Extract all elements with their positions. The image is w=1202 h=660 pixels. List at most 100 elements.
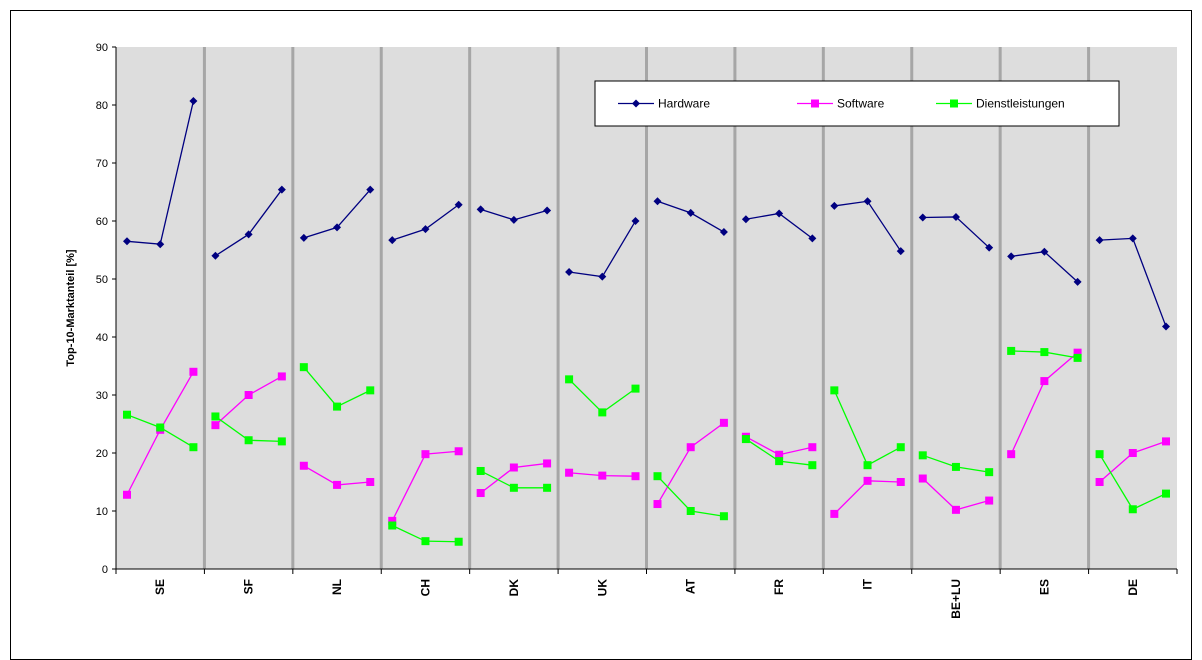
data-point	[719, 512, 728, 521]
data-point	[123, 410, 131, 419]
series-hardware	[123, 96, 1170, 331]
data-point	[476, 205, 485, 214]
data-point	[565, 468, 574, 477]
data-point	[918, 213, 927, 222]
data-point	[211, 421, 220, 430]
category-label: BE+LU	[949, 579, 963, 619]
data-point	[565, 375, 574, 384]
data-point	[565, 268, 574, 277]
legend-marker	[950, 99, 958, 108]
data-point	[631, 217, 640, 225]
data-point	[631, 384, 640, 393]
data-point	[543, 206, 552, 215]
data-point	[189, 443, 198, 452]
y-tick-label: 10	[96, 506, 108, 518]
data-point	[775, 457, 784, 466]
data-point	[1162, 489, 1170, 498]
y-tick-label: 0	[102, 564, 108, 576]
data-point	[1128, 449, 1137, 457]
y-tick-label: 40	[96, 332, 108, 344]
y-tick-label: 90	[96, 42, 108, 54]
data-point	[1040, 348, 1049, 357]
legend-label: Dienstleistungen	[976, 97, 1065, 111]
data-point	[156, 423, 165, 432]
series-dienstleistungen	[123, 346, 1170, 546]
legend-label: Software	[837, 97, 885, 111]
data-point	[509, 215, 518, 224]
category-label: IT	[861, 578, 875, 589]
data-point	[1128, 234, 1137, 243]
data-point	[985, 468, 994, 477]
category-label: UK	[595, 579, 609, 597]
data-point	[808, 443, 817, 452]
data-point	[1162, 437, 1170, 446]
data-point	[366, 478, 375, 486]
data-point	[918, 451, 927, 460]
data-point	[366, 185, 375, 194]
data-point	[509, 483, 518, 492]
data-point	[1095, 450, 1104, 459]
legend-label: Hardware	[658, 97, 710, 111]
data-point	[333, 223, 342, 232]
data-point	[863, 476, 872, 485]
y-tick-label: 20	[96, 448, 108, 460]
data-point	[863, 461, 872, 470]
data-point	[476, 489, 485, 498]
legend-box	[594, 80, 1120, 127]
category-label: AT	[684, 578, 698, 594]
data-point	[421, 537, 430, 546]
data-point	[421, 225, 430, 234]
y-tick-label: 60	[96, 216, 108, 228]
data-point	[896, 478, 905, 486]
data-point	[299, 233, 308, 242]
data-point	[951, 212, 960, 221]
data-point	[808, 461, 817, 470]
data-point	[244, 436, 253, 445]
data-point	[598, 408, 607, 417]
data-point	[454, 200, 463, 209]
data-point	[896, 443, 905, 452]
legend: Hardware Software Dienstleistungen	[594, 80, 1120, 127]
data-point	[388, 521, 397, 530]
category-label: DK	[507, 579, 521, 597]
data-point	[653, 472, 662, 481]
data-point	[985, 496, 994, 505]
data-point	[476, 466, 485, 475]
data-point	[299, 461, 308, 470]
category-label: SE	[153, 579, 167, 595]
data-point	[830, 201, 839, 210]
data-point	[1007, 346, 1016, 355]
data-point	[1073, 353, 1082, 362]
data-point	[598, 272, 607, 281]
category-label: ES	[1037, 579, 1051, 595]
data-point	[1073, 348, 1082, 357]
data-point	[1073, 277, 1082, 286]
axes: 0 10 20 30 40 50 60 70 80 90 SE SF NL CH DK UK AT FR IT BE+…	[96, 42, 1178, 619]
data-point	[277, 185, 286, 194]
data-point	[156, 240, 165, 249]
data-point	[1040, 247, 1049, 256]
data-point	[277, 437, 286, 446]
data-point	[985, 243, 994, 252]
data-point	[299, 363, 308, 372]
data-point	[830, 386, 839, 395]
y-tick-label: 30	[96, 390, 108, 402]
data-point	[333, 480, 342, 489]
data-point	[244, 230, 253, 239]
data-point	[421, 450, 430, 459]
category-label: FR	[772, 579, 786, 595]
data-point	[741, 435, 750, 444]
data-point	[211, 251, 220, 260]
data-point	[951, 462, 960, 471]
data-point	[454, 537, 463, 546]
category-separators	[202, 47, 1091, 569]
data-point	[211, 412, 220, 421]
data-point	[653, 197, 662, 206]
data-point	[863, 197, 872, 206]
y-tick-label: 50	[96, 274, 108, 286]
legend-marker	[632, 99, 640, 108]
data-point	[896, 247, 905, 256]
data-point	[686, 507, 695, 515]
data-point	[189, 367, 198, 376]
data-point	[388, 516, 397, 525]
